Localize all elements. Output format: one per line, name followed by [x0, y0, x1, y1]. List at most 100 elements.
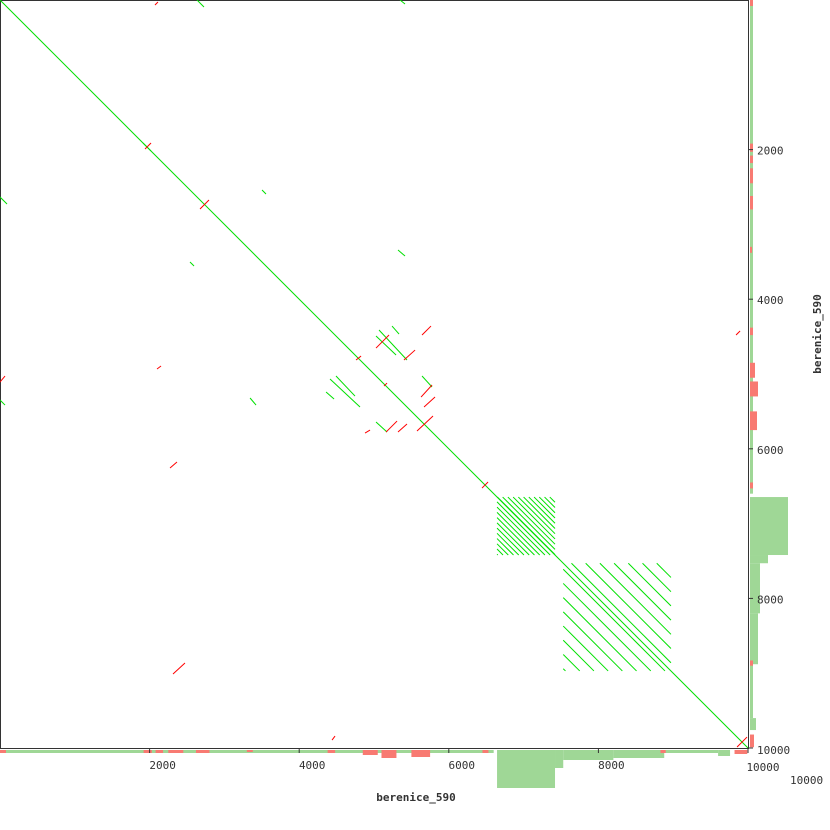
- coverage-bar-right: [750, 555, 768, 564]
- coverage-bar-bottom: [664, 750, 719, 753]
- repeat-segment: [585, 562, 672, 649]
- repeat-segment: [562, 668, 566, 672]
- reverse-match: [403, 349, 416, 361]
- repeat-segment: [518, 496, 556, 535]
- reverse-coverage-bar-bottom: [482, 750, 489, 753]
- corner-label: 10000: [790, 774, 823, 787]
- repeat-segment: [496, 538, 514, 556]
- forward-match: [391, 325, 400, 335]
- forward-match: [421, 375, 433, 388]
- reverse-coverage-bar-bottom: [155, 750, 164, 753]
- reverse-coverage-bar-bottom: [381, 750, 397, 758]
- reverse-match: [481, 481, 489, 489]
- forward-match: [329, 378, 361, 408]
- repeat-segment: [496, 548, 504, 556]
- repeat-segment: [533, 496, 556, 519]
- forward-match: [0, 399, 6, 406]
- reverse-coverage-bar-bottom: [246, 750, 253, 752]
- axes: 2000 2000 4000 4000 6000 6000 8000 8000 10000 100…: [149, 145, 790, 774]
- reverse-coverage-bar-right: [750, 734, 754, 748]
- reverse-coverage-bar-right: [750, 246, 752, 253]
- reverse-coverage-bar-bottom: [362, 750, 378, 755]
- reverse-match: [154, 1, 159, 6]
- reverse-match: [156, 365, 162, 370]
- forward-match: [325, 391, 335, 400]
- forward-match: [375, 335, 397, 356]
- reverse-coverage-bar-bottom: [660, 750, 666, 753]
- reverse-coverage-bar-right: [750, 155, 753, 164]
- reverse-match: [172, 662, 186, 675]
- repeat-segment: [538, 496, 556, 514]
- y-tick-label: 2000: [757, 145, 784, 158]
- reverse-match: [383, 382, 388, 387]
- y-axis-label: berenice_590: [811, 294, 824, 373]
- reverse-coverage-bar-bottom: [0, 750, 6, 753]
- reverse-match: [364, 429, 371, 434]
- reverse-match: [735, 330, 741, 336]
- plot-frame: [0, 0, 749, 749]
- reverse-match: [416, 415, 434, 432]
- reverse-coverage-bar-right: [750, 168, 753, 184]
- reverse-coverage-bar-right: [750, 0, 753, 6]
- repeat-segment: [642, 562, 672, 593]
- forward-match: [335, 375, 356, 397]
- forward-match: [196, 0, 205, 8]
- x-axis-label: berenice_590: [376, 791, 455, 804]
- reverse-match: [421, 325, 432, 336]
- reverse-match: [420, 384, 433, 398]
- forward-match: [0, 0, 749, 749]
- forward-match: [378, 329, 408, 361]
- reverse-match: [331, 735, 336, 741]
- coverage-bar-bottom: [563, 750, 614, 760]
- y-tick-label: 4000: [757, 294, 784, 307]
- coverage-bar-right: [750, 613, 758, 665]
- y-tick-label: 10000: [757, 744, 790, 757]
- reverse-coverage-bar-bottom: [168, 750, 184, 753]
- reverse-coverage-bar-bottom: [327, 750, 336, 753]
- forward-match: [261, 189, 267, 195]
- repeat-segment: [562, 583, 652, 672]
- repeat-segment: [496, 522, 530, 556]
- reverse-coverage-bar-bottom: [411, 750, 431, 757]
- reverse-coverage-bar-right: [750, 411, 757, 431]
- repeat-segment: [496, 543, 509, 556]
- repeat-segment: [562, 639, 595, 672]
- repeat-segment: [496, 506, 546, 556]
- alignment-marks: [0, 0, 749, 749]
- repeat-segment: [562, 568, 666, 672]
- x-tick-label: 10000: [746, 761, 779, 774]
- forward-match: [375, 421, 388, 433]
- repeat-segment: [571, 562, 672, 664]
- coverage-bar-bottom: [555, 750, 564, 768]
- reverse-coverage-bar-bottom: [195, 750, 210, 753]
- reverse-match: [423, 396, 436, 408]
- reverse-match: [736, 736, 748, 748]
- coverage-bar-bottom: [613, 750, 665, 758]
- repeat-segment: [502, 496, 556, 550]
- reverse-coverage-bar-right: [750, 195, 753, 210]
- repeat-segment: [507, 496, 556, 545]
- repeat-segment: [562, 611, 623, 672]
- repeat-segment: [496, 501, 551, 556]
- coverage-bar-right: [750, 718, 756, 731]
- forward-match: [0, 196, 8, 205]
- repeat-segment: [656, 562, 672, 578]
- y-tick-label: 6000: [757, 444, 784, 457]
- repeat-segment: [562, 654, 581, 672]
- coverage-bar-right: [750, 563, 760, 614]
- coverage-profiles: [0, 0, 788, 788]
- repeat-segment: [496, 517, 535, 556]
- reverse-coverage-bar-bottom: [143, 750, 152, 753]
- coverage-bar-right: [750, 664, 753, 719]
- repeat-segment: [496, 527, 525, 556]
- reverse-match: [385, 420, 398, 433]
- forward-match: [397, 249, 406, 257]
- x-tick-label: 8000: [598, 759, 625, 772]
- reverse-match: [375, 334, 390, 349]
- x-tick-label: 6000: [449, 759, 476, 772]
- reverse-coverage-bar-right: [750, 482, 753, 489]
- repeat-segment: [523, 496, 556, 529]
- repeat-segment: [627, 562, 672, 607]
- reverse-match: [355, 355, 362, 361]
- x-tick-label: 4000: [299, 759, 326, 772]
